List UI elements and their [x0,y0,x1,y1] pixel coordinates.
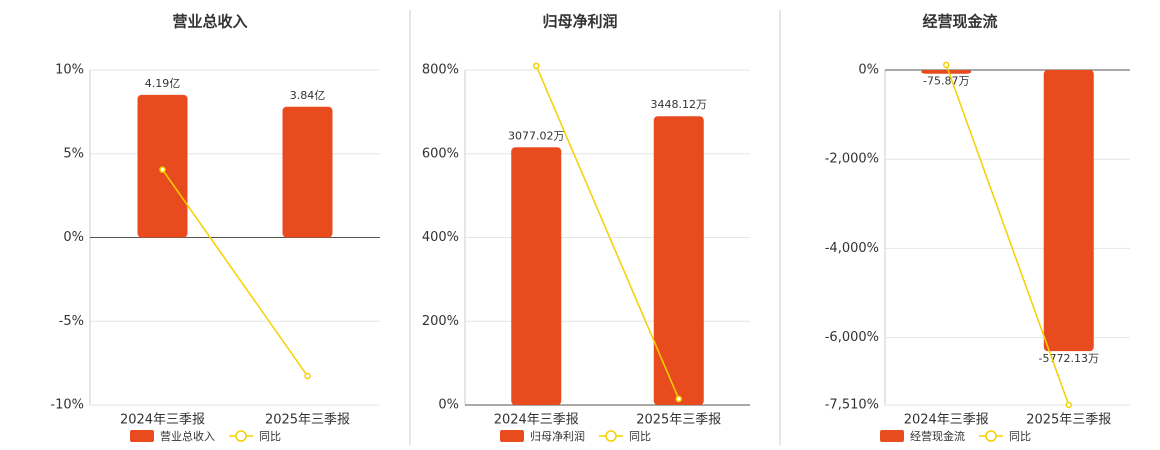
x-tick-label: 2025年三季报 [265,413,350,428]
value-label: 4.19亿 [145,77,181,90]
bar [1043,70,1094,352]
legend-label: 归母净利润 [530,429,585,443]
x-tick-label: 2024年三季报 [494,413,579,428]
legend-label: 同比 [259,430,281,443]
y-tick-label: 400% [422,230,459,245]
y-tick-label: 5% [63,146,84,161]
chart-title: 营业总收入 [172,13,247,31]
line-point [304,372,311,380]
line [535,65,680,400]
y-tick-label: -4,000% [825,241,879,256]
line [161,169,309,377]
y-tick-label: -2,000% [825,152,879,167]
legend-swatch [500,430,524,442]
legend-label: 经营现金流 [910,429,965,443]
bar [282,106,333,238]
y-tick-label: -5% [59,314,84,329]
y-tick-label: 0% [438,398,459,413]
x-tick-label: 2025年三季报 [636,413,721,428]
legend-label: 同比 [1009,430,1031,443]
value-label: -75.87万 [923,75,969,88]
value-label: 3077.02万 [508,129,565,142]
legend-swatch [605,430,617,442]
y-tick-label: -6,000% [825,330,879,345]
legend-label: 同比 [629,430,651,443]
line-point [675,395,682,403]
line [945,64,1070,406]
x-tick-label: 2024年三季报 [904,413,989,428]
chart-title: 经营现金流 [922,13,997,31]
y-tick-label: 800% [422,63,459,78]
y-tick-label: 200% [422,314,459,329]
chart-title: 归母净利润 [542,13,617,31]
legend-swatch [130,430,154,442]
bar [921,70,972,74]
x-tick-label: 2025年三季报 [1026,413,1111,428]
legend-swatch [235,430,247,442]
value-label: 3.84亿 [290,89,326,102]
legend-swatch [985,430,997,442]
y-tick-label: 0% [63,230,84,245]
line-point [1065,401,1072,409]
bar [511,147,562,406]
x-tick-label: 2024年三季报 [120,413,205,428]
line-point [943,61,950,69]
legend-label: 营业总收入 [160,429,215,443]
y-tick-label: 10% [55,63,84,78]
line-point [533,62,540,70]
bar [653,116,704,406]
bar [137,94,188,238]
y-tick-label: 600% [422,146,459,161]
value-label: -5772.13万 [1039,352,1099,365]
line-point [159,166,166,173]
legend-swatch [880,430,904,442]
y-tick-label: 0% [858,63,879,78]
y-tick-label: -10% [50,398,84,413]
y-tick-label: -7,510% [825,398,879,413]
value-label: 3448.12万 [651,98,708,111]
